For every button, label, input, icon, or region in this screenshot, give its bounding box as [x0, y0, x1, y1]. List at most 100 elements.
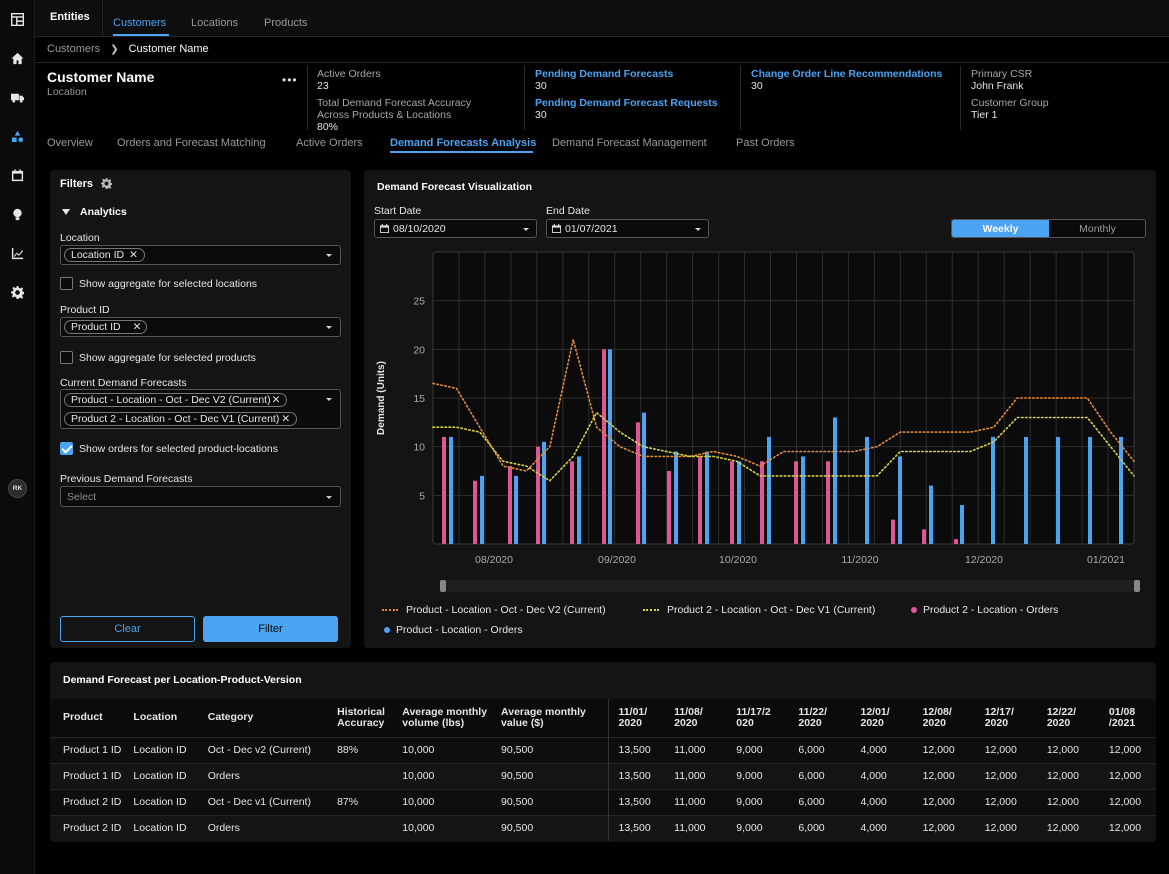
close-icon[interactable]: ✕	[129, 249, 138, 261]
calendar-icon[interactable]	[9, 167, 26, 184]
start-date-picker[interactable]: 08/10/2020	[374, 219, 537, 238]
current-forecast-chip-label: Product 2 - Location - Oct - Dec V1 (Cur…	[71, 413, 280, 425]
column-header[interactable]: 12/01/ 2020	[856, 699, 919, 737]
column-header[interactable]: Average monthly value ($)	[497, 699, 609, 737]
column-header[interactable]: 11/17/2 020	[732, 699, 795, 737]
gear-icon[interactable]	[9, 284, 26, 301]
pink-order-bar	[954, 539, 958, 544]
blue-order-bar	[608, 349, 612, 544]
current-forecast-chip[interactable]: Product - Location - Oct - Dec V2 (Curre…	[64, 393, 288, 407]
previous-forecasts-select[interactable]: Select	[60, 486, 341, 507]
range-slider-handle-left[interactable]	[440, 580, 446, 592]
previous-forecasts-label: Previous Demand Forecasts	[60, 473, 193, 485]
current-forecast-chip-label: Product - Location - Oct - Dec V2 (Curre…	[71, 394, 271, 406]
tab-overview[interactable]: Overview	[47, 137, 93, 149]
table-row[interactable]: Product 1 ID Location ID Oct - Dec v2 (Cur…	[50, 736, 1156, 763]
chevron-down-icon	[326, 495, 332, 499]
close-icon[interactable]: ✕	[281, 413, 291, 425]
column-header[interactable]: Average monthly volume (lbs)	[398, 699, 498, 737]
end-date-picker[interactable]: 01/07/2021	[546, 219, 709, 238]
current-forecasts-select[interactable]: Product - Location - Oct - Dec V2 (Curre…	[60, 389, 341, 429]
previous-forecasts-placeholder: Select	[67, 491, 97, 503]
x-tick-label: 10/2020	[719, 554, 757, 566]
current-forecast-chip[interactable]: Product 2 - Location - Oct - Dec V1 (Cur…	[64, 412, 298, 426]
lightbulb-icon[interactable]	[9, 206, 26, 223]
column-header[interactable]: 12/17/ 2020	[980, 699, 1043, 737]
location-select[interactable]: Location ID ✕	[60, 245, 341, 265]
table-row[interactable]: Product 1 ID Location ID Orders 10,000 90,50…	[50, 762, 1156, 789]
tab-customers[interactable]: Customers	[113, 17, 167, 29]
x-tick-label: 01/2021	[1087, 554, 1125, 566]
tab-demand-forecast-management[interactable]: Demand Forecast Management	[552, 137, 707, 149]
filter-settings-icon[interactable]	[101, 178, 112, 189]
blue-order-bar	[1088, 436, 1092, 544]
home-icon[interactable]	[9, 50, 26, 67]
shapes-icon[interactable]	[9, 128, 26, 145]
column-header[interactable]: 11/22/ 2020	[794, 699, 857, 737]
column-header[interactable]: 11/01/ 2020	[607, 699, 671, 737]
table-cell: Location ID	[129, 814, 204, 841]
aggregate-locations-checkbox[interactable]	[60, 277, 73, 290]
table-title: Demand Forecast per Location-Product-Ver…	[63, 674, 302, 686]
blue-order-bar	[801, 456, 805, 544]
column-header[interactable]: 12/22/ 2020	[1042, 699, 1105, 737]
table-cell: 10,000	[398, 788, 498, 815]
range-slider-handle-right[interactable]	[1134, 580, 1140, 592]
y-tick-label: 10	[413, 442, 425, 454]
column-header[interactable]: 11/08/ 2020	[670, 699, 733, 737]
column-header[interactable]: 01/08 /2021	[1104, 699, 1156, 737]
table-cell: 12,000	[1042, 788, 1105, 815]
monthly-toggle[interactable]: Monthly	[1079, 222, 1116, 235]
column-header[interactable]: Category	[203, 699, 334, 737]
chevron-down-icon	[326, 398, 332, 401]
y-tick-label: 25	[413, 296, 425, 308]
table-cell: Location ID	[129, 788, 204, 815]
breadcrumb-customers[interactable]: Customers	[47, 43, 101, 55]
header-divider	[307, 66, 308, 130]
more-options-icon[interactable]: •••	[282, 73, 298, 87]
active-tab-indicator	[113, 34, 169, 36]
avatar[interactable]: RK	[8, 479, 27, 498]
table-cell: 12,000	[1042, 736, 1105, 763]
aggregate-products-checkbox[interactable]	[60, 351, 73, 364]
column-header[interactable]: Product	[50, 699, 130, 737]
tab-products[interactable]: Products	[264, 17, 308, 29]
tab-locations[interactable]: Locations	[191, 17, 239, 29]
blue-order-bar	[542, 441, 546, 544]
aggregate-products-label: Show aggregate for selected products	[79, 352, 256, 364]
line-chart-icon[interactable]	[9, 245, 26, 262]
product-select[interactable]: Product ID ✕	[60, 317, 341, 337]
weekly-toggle[interactable]: Weekly	[952, 220, 1049, 237]
tab-active-orders[interactable]: Active Orders	[296, 137, 363, 149]
app-grid-icon[interactable]	[9, 11, 26, 28]
pending-forecasts-link[interactable]: Pending Demand Forecasts	[535, 68, 674, 80]
column-header[interactable]: Location	[129, 699, 204, 737]
filters-panel: Filters Analytics Location Location ID ✕ …	[50, 170, 351, 648]
column-header[interactable]: Historical Accuracy	[333, 699, 399, 737]
pink-order-bar	[698, 456, 702, 544]
clear-button[interactable]: Clear	[60, 616, 195, 642]
table-row[interactable]: Product 2 ID Location ID Orders 10,000 90,50…	[50, 814, 1156, 841]
table-cell: 13,500	[607, 762, 671, 789]
tab-orders-forecast-matching[interactable]: Orders and Forecast Matching	[117, 137, 266, 149]
analytics-section-title[interactable]: Analytics	[80, 206, 127, 218]
change-order-link[interactable]: Change Order Line Recommendations	[751, 68, 943, 80]
pending-requests-link[interactable]: Pending Demand Forecast Requests	[535, 97, 718, 109]
legend-label: Product - Location - Oct - Dec V2 (Curre…	[406, 604, 606, 616]
start-date-value: 08/10/2020	[393, 223, 446, 235]
blue-order-bar	[1056, 436, 1060, 544]
column-header[interactable]: 12/08/ 2020	[918, 699, 981, 737]
table-row[interactable]: Product 2 ID Location ID Oct - Dec v1 (Cur…	[50, 788, 1156, 815]
product-chip[interactable]: Product ID ✕	[64, 320, 147, 334]
tab-demand-forecasts-analysis[interactable]: Demand Forecasts Analysis	[390, 137, 537, 149]
collapse-triangle-icon[interactable]	[62, 209, 70, 215]
show-orders-checkbox[interactable]	[60, 442, 73, 455]
close-icon[interactable]: ✕	[132, 321, 142, 333]
start-date-label: Start Date	[374, 205, 422, 217]
tab-past-orders[interactable]: Past Orders	[736, 137, 795, 149]
location-chip[interactable]: Location ID ✕	[64, 248, 145, 262]
truck-icon[interactable]	[9, 89, 26, 106]
table-cell: 13,500	[607, 736, 671, 763]
close-icon[interactable]: ✕	[271, 394, 281, 406]
filter-button[interactable]: Filter	[203, 616, 338, 642]
